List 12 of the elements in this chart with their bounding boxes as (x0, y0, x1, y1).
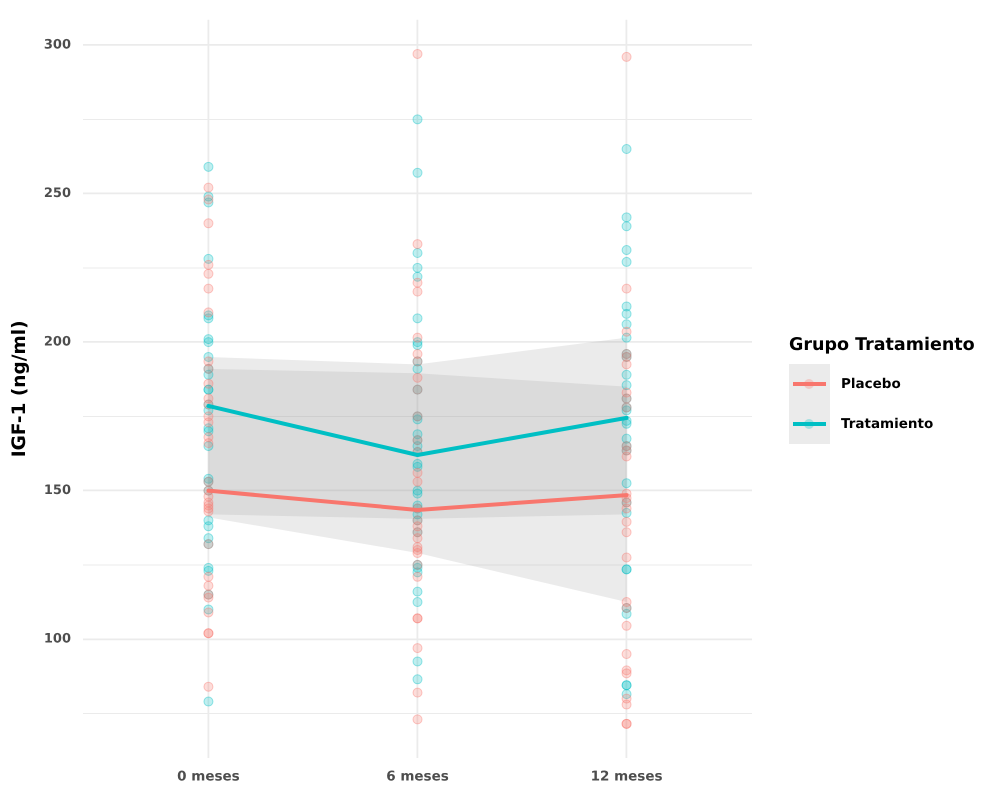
y-tick-label: 100 (44, 632, 71, 647)
x-tick-label: 6 meses (386, 768, 449, 785)
legend-label: Placebo (841, 376, 901, 392)
legend-title: Grupo Tratamiento (789, 334, 975, 356)
y-tick-label: 300 (44, 37, 71, 52)
y-axis-title: IGF-1 (ng/ml) (8, 320, 30, 458)
x-tick-label: 0 meses (177, 768, 240, 785)
y-tick-label: 150 (44, 483, 71, 498)
x-tick-label: 12 meses (590, 768, 663, 785)
y-tick-label: 200 (44, 334, 71, 350)
legend-label: Tratamiento (841, 416, 934, 432)
y-tick-label: 250 (44, 186, 71, 201)
